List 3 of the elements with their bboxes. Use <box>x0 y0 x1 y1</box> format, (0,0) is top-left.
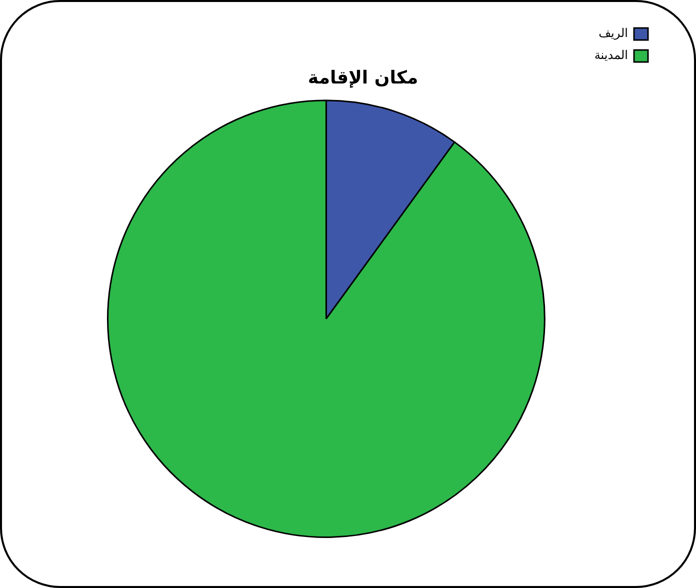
legend-label: الريف <box>598 26 628 40</box>
legend-label: المدينة <box>594 48 628 62</box>
text: مكان الإقامة <box>308 67 418 88</box>
